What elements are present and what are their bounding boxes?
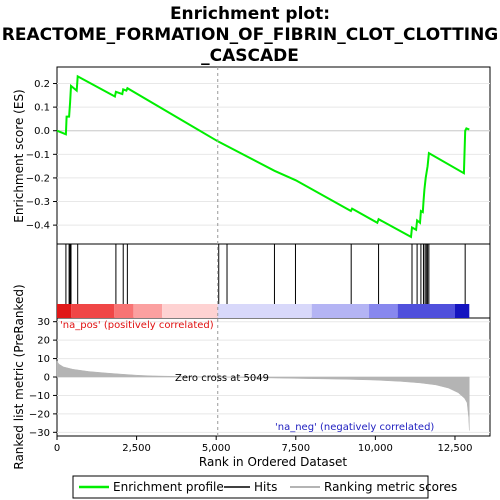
color-bar-segment xyxy=(397,304,455,318)
hit-markers xyxy=(65,244,466,304)
chart-title-line-3: _CASCADE xyxy=(201,46,299,66)
pos-correlated-label: 'na_pos' (positively correlated) xyxy=(60,320,214,331)
legend-hits-label: Hits xyxy=(254,480,277,494)
es-grid xyxy=(57,83,490,226)
metric-tick-label: 30 xyxy=(37,317,50,328)
es-tick-label: −0.3 xyxy=(26,197,50,208)
legend: Enrichment profile Hits Ranking metric s… xyxy=(72,475,457,499)
color-bar-segment xyxy=(369,304,398,318)
ranking-color-bar xyxy=(57,304,470,318)
color-bar-segment xyxy=(133,304,163,318)
es-tick-label: −0.1 xyxy=(26,150,50,161)
chart-title-line-1: Enrichment plot: xyxy=(170,4,330,24)
x-tick-label: 5,000 xyxy=(202,443,231,454)
metric-tick-label: −20 xyxy=(29,409,50,420)
zero-cross-label: Zero cross at 5049 xyxy=(175,373,269,384)
x-tick-label: 0 xyxy=(54,443,60,454)
es-tick-label: 0.0 xyxy=(34,126,50,137)
legend-enrichment-label: Enrichment profile xyxy=(113,480,224,494)
es-tick-label: −0.4 xyxy=(26,221,50,232)
metric-y-axis: −30 −20 −10 0 10 20 30 xyxy=(29,317,57,439)
x-tick-label: 2,500 xyxy=(122,443,151,454)
color-bar-segment xyxy=(217,304,312,318)
enrichment-profile-line xyxy=(56,74,470,239)
chart-title-line-2: REACTOME_FORMATION_OF_FIBRIN_CLOT_CLOTTI… xyxy=(2,25,499,45)
x-tick-label: 7,500 xyxy=(281,443,310,454)
metric-tick-label: −10 xyxy=(29,391,50,402)
color-bar-segment xyxy=(311,304,370,318)
color-bar-segment xyxy=(454,304,470,318)
es-tick-label: 0.2 xyxy=(34,79,50,90)
es-y-axis-label: Enrichment score (ES) xyxy=(12,89,26,222)
x-axis: 0 2,500 5,000 7,500 10,000 12,500 xyxy=(54,436,472,454)
es-y-axis: −0.4 −0.3 −0.2 −0.1 0.0 0.1 0.2 xyxy=(26,79,57,232)
legend-metric-label: Ranking metric scores xyxy=(324,480,457,494)
x-axis-label: Rank in Ordered Dataset xyxy=(199,455,347,469)
metric-tick-label: −30 xyxy=(29,428,50,439)
metric-tick-label: 0 xyxy=(44,373,50,384)
es-tick-label: −0.2 xyxy=(26,173,50,184)
metric-tick-label: 10 xyxy=(37,354,50,365)
color-bar-segment xyxy=(162,304,218,318)
color-bar-segment xyxy=(114,304,134,318)
neg-correlated-label: 'na_neg' (negatively correlated) xyxy=(275,422,434,433)
es-tick-label: 0.1 xyxy=(34,103,50,114)
legend-box xyxy=(72,475,429,499)
x-tick-label: 10,000 xyxy=(358,443,393,454)
metric-y-axis-label: Ranked list metric (PreRanked) xyxy=(12,284,26,469)
x-tick-label: 12,500 xyxy=(437,443,472,454)
metric-tick-label: 20 xyxy=(37,336,50,347)
color-bar-segment xyxy=(71,304,115,318)
color-bar-segment xyxy=(57,304,72,318)
ranking-metric-area xyxy=(56,360,470,431)
